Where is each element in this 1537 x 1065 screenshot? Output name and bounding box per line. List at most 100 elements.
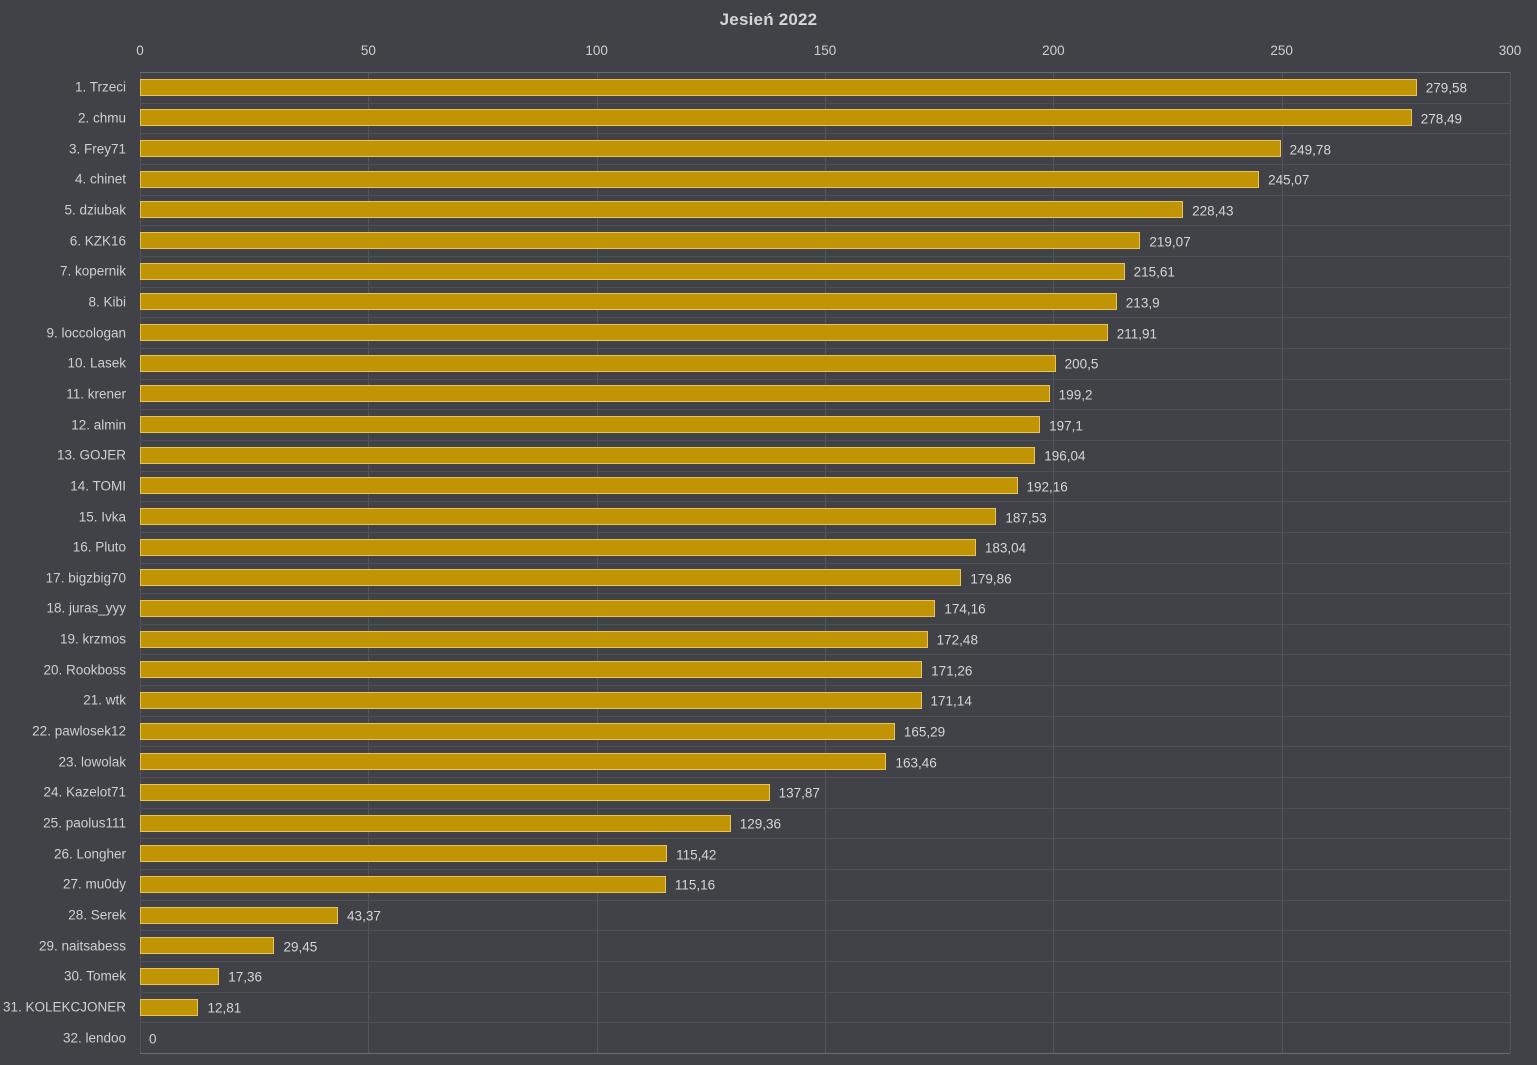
bar [140,201,1184,219]
value-label: 183,04 [984,540,1027,556]
bar [140,630,928,648]
row-separator [140,991,1510,993]
category-label: 6. KZK16 [69,233,126,249]
bar [140,753,887,771]
bar [140,661,923,679]
value-label: 278,49 [1420,111,1463,127]
value-label: 115,42 [676,847,717,863]
row-separator [140,930,1510,932]
row-separator [140,961,1510,963]
value-label: 213,9 [1125,295,1160,311]
bar [140,508,997,526]
value-label: 245,07 [1268,172,1310,188]
value-label: 197,1 [1049,418,1083,434]
bar [140,937,275,955]
bar [140,477,1018,495]
bar [140,354,1056,372]
row-separator [140,255,1510,257]
category-label: 14. TOMI [70,478,126,494]
category-label: 26. Longher [53,846,126,862]
chart-title: Jesień 2022 [719,10,818,29]
value-label: 199,2 [1058,387,1093,403]
axis-line-top [140,72,1510,73]
bar [140,324,1108,342]
value-label: 12,81 [207,1000,242,1016]
row-separator [140,501,1510,503]
x-axis-tick-label: 150 [813,43,837,58]
value-label: 129,36 [739,816,782,832]
value-label: 249,78 [1289,142,1331,158]
category-label: 8. Kibi [88,294,126,310]
row-separator [140,317,1510,319]
category-label: 11. krener [66,386,126,402]
row-separator [140,654,1510,656]
row-separator [140,623,1510,625]
value-label: 215,61 [1133,264,1175,280]
row-separator [140,439,1510,441]
value-label: 137,87 [778,785,820,801]
category-label: 10. Lasek [67,355,126,371]
row-separator [140,225,1510,227]
category-label: 21. wtk [83,692,126,708]
category-label: 3. Frey71 [68,141,126,157]
value-label: 0 [149,1031,157,1047]
value-label: 200,5 [1064,356,1099,372]
category-label: 15. Ivka [78,509,126,525]
value-label: 228,43 [1192,203,1234,219]
axis-line-bottom [140,1053,1510,1054]
row-separator [140,347,1510,349]
value-label: 163,46 [895,755,937,771]
row-separator [140,102,1510,104]
row-separator [140,1022,1510,1024]
row-separator [140,869,1510,871]
row-separator [140,133,1510,135]
bar [140,569,962,587]
bar [140,232,1141,250]
bar [140,691,922,709]
category-label: 16. Pluto [72,539,126,555]
bar [140,845,668,863]
value-label: 196,04 [1044,448,1086,464]
value-label: 179,86 [970,571,1012,587]
value-label: 279,58 [1425,80,1468,96]
row-separator [140,838,1510,840]
bar [140,416,1041,434]
bar [140,538,976,556]
bar [140,722,895,740]
x-axis-tick-label: 200 [1042,43,1065,58]
bar [140,967,220,985]
category-label: 24. Kazelot71 [43,784,126,800]
x-axis-tick-label: 50 [360,43,376,58]
value-label: 211,91 [1116,326,1158,342]
row-separator [140,409,1510,411]
category-label: 5. dziubak [64,202,126,218]
row-separator [140,685,1510,687]
row-separator [140,286,1510,288]
value-label: 115,16 [674,877,716,893]
value-label: 17,36 [228,969,263,985]
category-label: 17. bigzbig70 [45,570,126,586]
category-label: 1. Trzeci [74,79,126,95]
value-label: 165,29 [903,724,946,740]
category-label: 19. krzmos [59,631,126,647]
grid-line-vertical [1510,72,1511,1053]
category-label: 28. Serek [68,907,126,923]
bar [140,170,1260,188]
row-separator [140,194,1510,196]
row-separator [140,593,1510,595]
value-label: 29,45 [283,939,318,955]
x-axis-tick-label: 0 [136,43,144,58]
value-label: 171,14 [930,693,972,709]
bar [140,446,1036,464]
bar [140,783,770,801]
row-separator [140,562,1510,564]
category-label: 18. juras_yyy [46,600,126,616]
row-separator [140,531,1510,533]
bar [140,814,731,832]
row-separator [140,715,1510,717]
value-label: 192,16 [1026,479,1068,495]
bar [140,875,666,893]
category-label: 31. KOLEKCJONER [2,999,126,1015]
bar [140,262,1125,280]
row-separator [140,807,1510,809]
